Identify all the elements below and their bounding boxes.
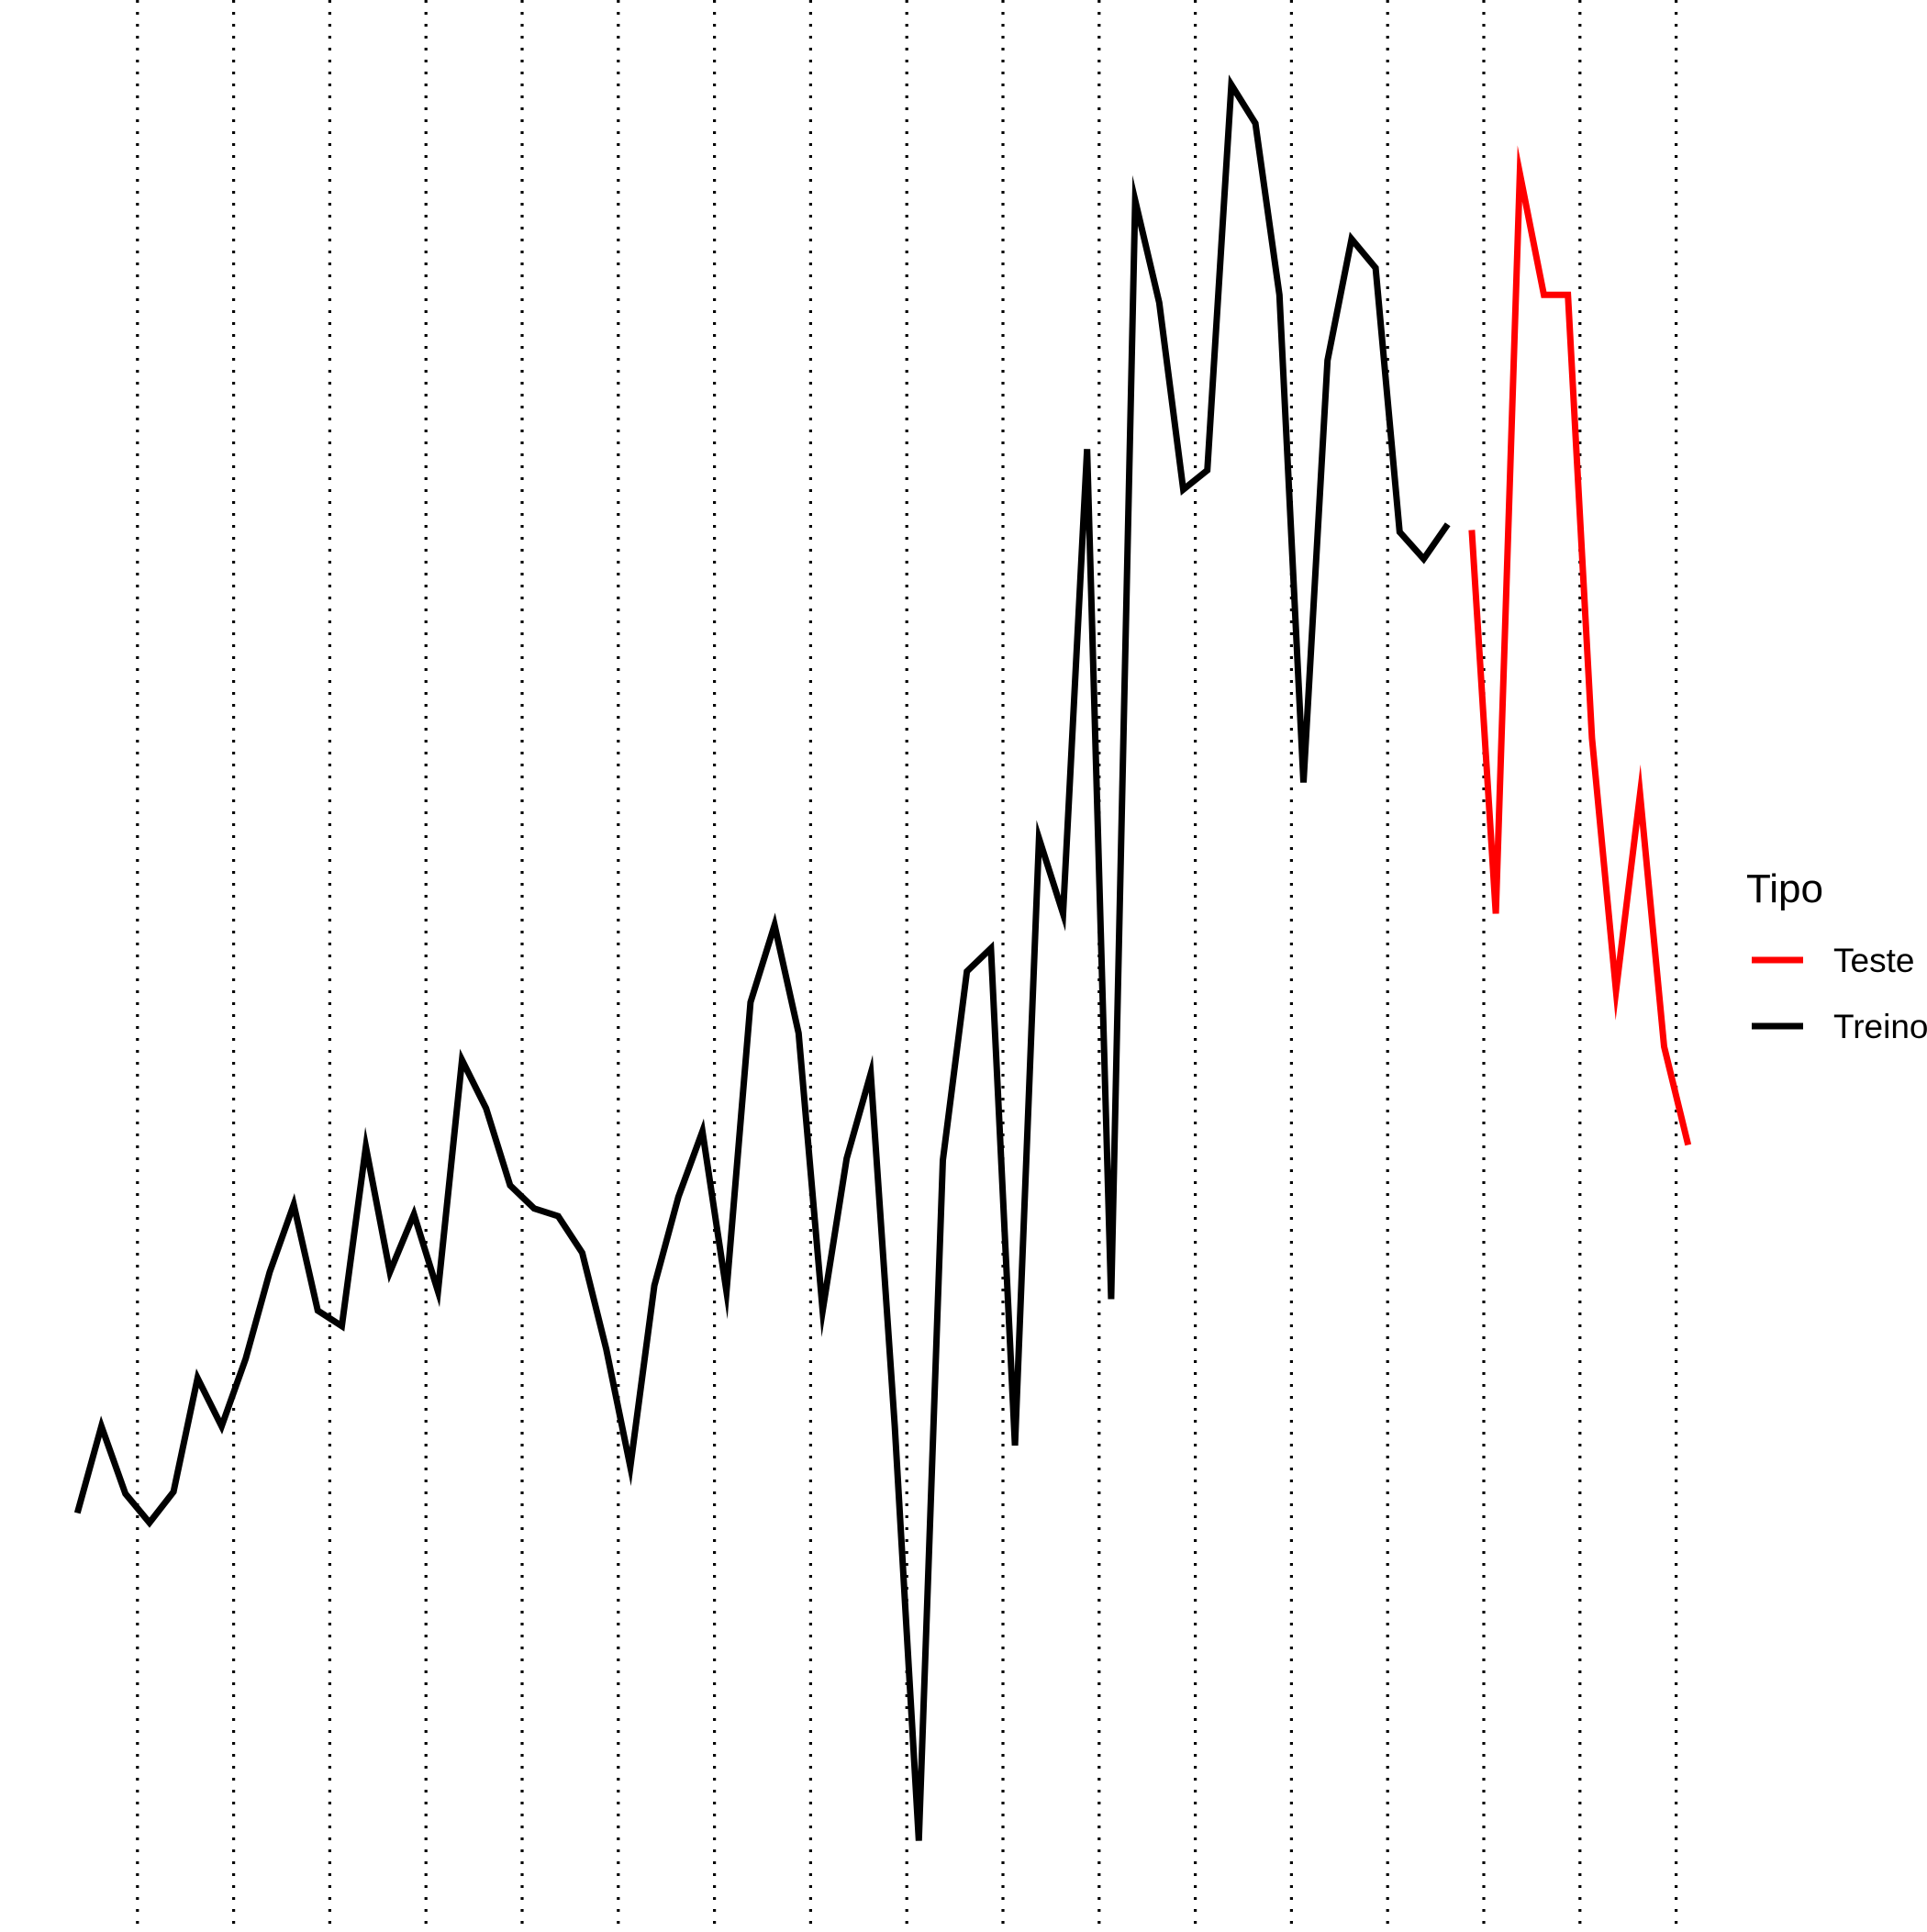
legend: Tipo Teste Treino [1746, 866, 1927, 1045]
legend-entries: Teste Treino [1752, 942, 1927, 1045]
legend-label-treino: Treino [1833, 1008, 1927, 1045]
series-line-teste [1468, 145, 1692, 1146]
series-lines [73, 74, 1692, 1841]
legend-title: Tipo [1746, 866, 1823, 911]
legend-label-teste: Teste [1833, 942, 1914, 979]
series-line-treino [73, 74, 1451, 1841]
